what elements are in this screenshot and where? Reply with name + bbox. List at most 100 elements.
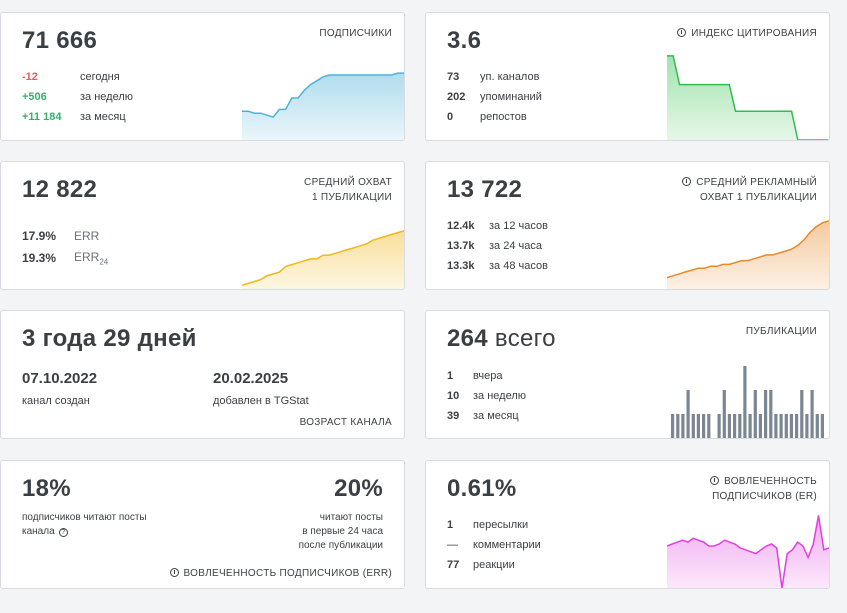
err-right-value: 20% bbox=[334, 475, 383, 502]
added-text: добавлен в TGStat bbox=[213, 395, 309, 407]
citation-mentions-text: упоминаний bbox=[480, 91, 542, 103]
er-trend-line bbox=[667, 515, 829, 588]
er-reactions-value: 77 bbox=[447, 559, 460, 571]
citation-chart bbox=[667, 55, 829, 140]
posts-card[interactable]: 264 всего ПУБЛИКАЦИИ 1 вчера 10 за неделю … bbox=[425, 310, 830, 439]
posts-yesterday-value: 1 bbox=[447, 370, 454, 382]
subscribers-today-text: сегодня bbox=[80, 71, 120, 83]
ad-reach-chart bbox=[667, 220, 829, 289]
err-card[interactable]: 18% подписчиков читают посты канала? 20% … bbox=[0, 460, 405, 589]
reach-value: 12 822 bbox=[22, 176, 98, 203]
ad-reach-card[interactable]: 13 722 СРЕДНИЙ РЕКЛАМНЫЙ ОХВАТ 1 ПУБЛИКАЦ… bbox=[425, 161, 830, 290]
subscribers-today-value: -12 bbox=[22, 71, 38, 83]
posts-yesterday-text: вчера bbox=[473, 370, 503, 382]
citation-channels-text: уп. каналов bbox=[480, 71, 540, 83]
posts-bar bbox=[805, 414, 809, 438]
er-comments-value: — bbox=[447, 539, 458, 551]
er-forwards-value: 1 bbox=[447, 519, 454, 531]
posts-total: 264 всего bbox=[447, 325, 556, 352]
posts-bar bbox=[789, 414, 793, 438]
er-value: 0.61% bbox=[447, 475, 517, 502]
posts-week-value: 10 bbox=[447, 390, 460, 402]
posts-bar bbox=[795, 414, 799, 438]
citation-reposts-value: 0 bbox=[447, 111, 454, 123]
citation-card[interactable]: 3.6 ИНДЕКС ЦИТИРОВАНИЯ 73 уп. каналов 202… bbox=[425, 12, 830, 141]
channel-age-label: ВОЗРАСТ КАНАЛА bbox=[299, 417, 392, 428]
ad-reach-48h-value: 13.3k bbox=[447, 260, 475, 272]
posts-bar bbox=[686, 390, 690, 438]
posts-week-text: за неделю bbox=[473, 390, 527, 402]
channel-age-card[interactable]: 3 года 29 дней 07.10.2022 канал создан 2… bbox=[0, 310, 405, 439]
ad-reach-12h-text: за 12 часов bbox=[489, 220, 548, 232]
posts-bar bbox=[707, 414, 711, 438]
er-reactions-text: реакции bbox=[473, 559, 515, 571]
posts-label: ПУБЛИКАЦИИ bbox=[745, 326, 817, 337]
er-stats: 1 пересылки — комментарии 77 реакции bbox=[447, 515, 541, 575]
posts-bar bbox=[681, 414, 685, 438]
subscribers-trend-line bbox=[242, 72, 404, 118]
posts-bar bbox=[810, 390, 814, 438]
posts-bar bbox=[779, 414, 783, 438]
posts-bar bbox=[727, 414, 731, 438]
subscribers-month-text: за месяц bbox=[80, 111, 126, 123]
ad-reach-stats: 12.4k за 12 часов 13.7k за 24 часа 13.3k за… bbox=[447, 216, 548, 276]
citation-channels-value: 73 bbox=[447, 71, 460, 83]
posts-bar bbox=[691, 414, 695, 438]
posts-bar bbox=[696, 414, 700, 438]
info-icon[interactable] bbox=[682, 177, 692, 186]
reach-chart bbox=[242, 230, 404, 289]
reach-trend-line bbox=[242, 230, 404, 286]
err-left-text: подписчиков читают посты канала? bbox=[22, 512, 147, 537]
posts-bar bbox=[769, 390, 773, 438]
help-icon[interactable]: ? bbox=[58, 528, 68, 537]
reach-stats: 17.9% ERR 19.3% ERR24 bbox=[22, 225, 108, 269]
subscribers-chart bbox=[242, 72, 404, 140]
info-icon[interactable] bbox=[169, 568, 179, 577]
err-value: 17.9% bbox=[22, 229, 57, 243]
er-card[interactable]: 0.61% ВОВЛЕЧЕННОСТЬ ПОДПИСЧИКОВ (ER) 1 пер… bbox=[425, 460, 830, 589]
posts-bar bbox=[815, 414, 819, 438]
subscribers-label: ПОДПИСЧИКИ bbox=[319, 28, 392, 39]
citation-index-value: 3.6 bbox=[447, 27, 482, 54]
er-chart bbox=[667, 515, 829, 588]
posts-bar bbox=[743, 366, 747, 438]
posts-bar bbox=[671, 414, 675, 438]
posts-bar bbox=[800, 390, 804, 438]
ad-reach-trend-line bbox=[667, 220, 829, 279]
ad-reach-12h-value: 12.4k bbox=[447, 220, 475, 232]
err-left-value: 18% bbox=[22, 475, 71, 502]
err-label: ВОВЛЕЧЕННОСТЬ ПОДПИСЧИКОВ (ERR) bbox=[169, 566, 392, 581]
reach-trend-area bbox=[242, 230, 404, 289]
er-comments-text: комментарии bbox=[473, 539, 541, 551]
posts-chart bbox=[671, 366, 824, 438]
added-date: 20.02.2025 bbox=[213, 370, 289, 387]
created-date: 07.10.2022 bbox=[22, 370, 98, 387]
err-right-text: читают посты в первые 24 часа после публик… bbox=[298, 512, 383, 551]
channel-age-value: 3 года 29 дней bbox=[22, 325, 197, 352]
ad-reach-24h-value: 13.7k bbox=[447, 240, 475, 252]
created-text: канал создан bbox=[22, 395, 90, 407]
ad-reach-48h-text: за 48 часов bbox=[489, 260, 548, 272]
reach-label: СРЕДНИЙ ОХВАТ 1 ПУБЛИКАЦИИ bbox=[304, 177, 392, 203]
citation-trend-line bbox=[667, 55, 829, 140]
ad-reach-24h-text: за 24 часа bbox=[489, 240, 542, 252]
ad-reach-value: 13 722 bbox=[447, 176, 523, 203]
posts-bar bbox=[748, 414, 752, 438]
posts-bar bbox=[753, 390, 757, 438]
posts-bar bbox=[733, 414, 737, 438]
err24-value: 19.3% bbox=[22, 251, 57, 265]
citation-stats: 73 уп. каналов 202 упоминаний 0 репостов bbox=[447, 67, 542, 127]
er-label: ВОВЛЕЧЕННОСТЬ ПОДПИСЧИКОВ (ER) bbox=[710, 476, 817, 502]
subscribers-card[interactable]: 71 666 ПОДПИСЧИКИ -12 сегодня +506 за неде… bbox=[0, 12, 405, 141]
reach-card[interactable]: 12 822 СРЕДНИЙ ОХВАТ 1 ПУБЛИКАЦИИ 17.9% ER… bbox=[0, 161, 405, 290]
subscribers-stats: -12 сегодня +506 за неделю +11 184 за месяц bbox=[22, 67, 133, 127]
info-icon[interactable] bbox=[677, 28, 687, 37]
info-icon[interactable] bbox=[710, 476, 720, 485]
posts-bar bbox=[758, 414, 762, 438]
err-text: ERR bbox=[74, 229, 100, 243]
posts-bar bbox=[774, 414, 778, 438]
subscribers-week-value: +506 bbox=[22, 91, 47, 103]
posts-bar bbox=[676, 414, 680, 438]
posts-bar bbox=[722, 390, 726, 438]
er-forwards-text: пересылки bbox=[473, 519, 529, 531]
